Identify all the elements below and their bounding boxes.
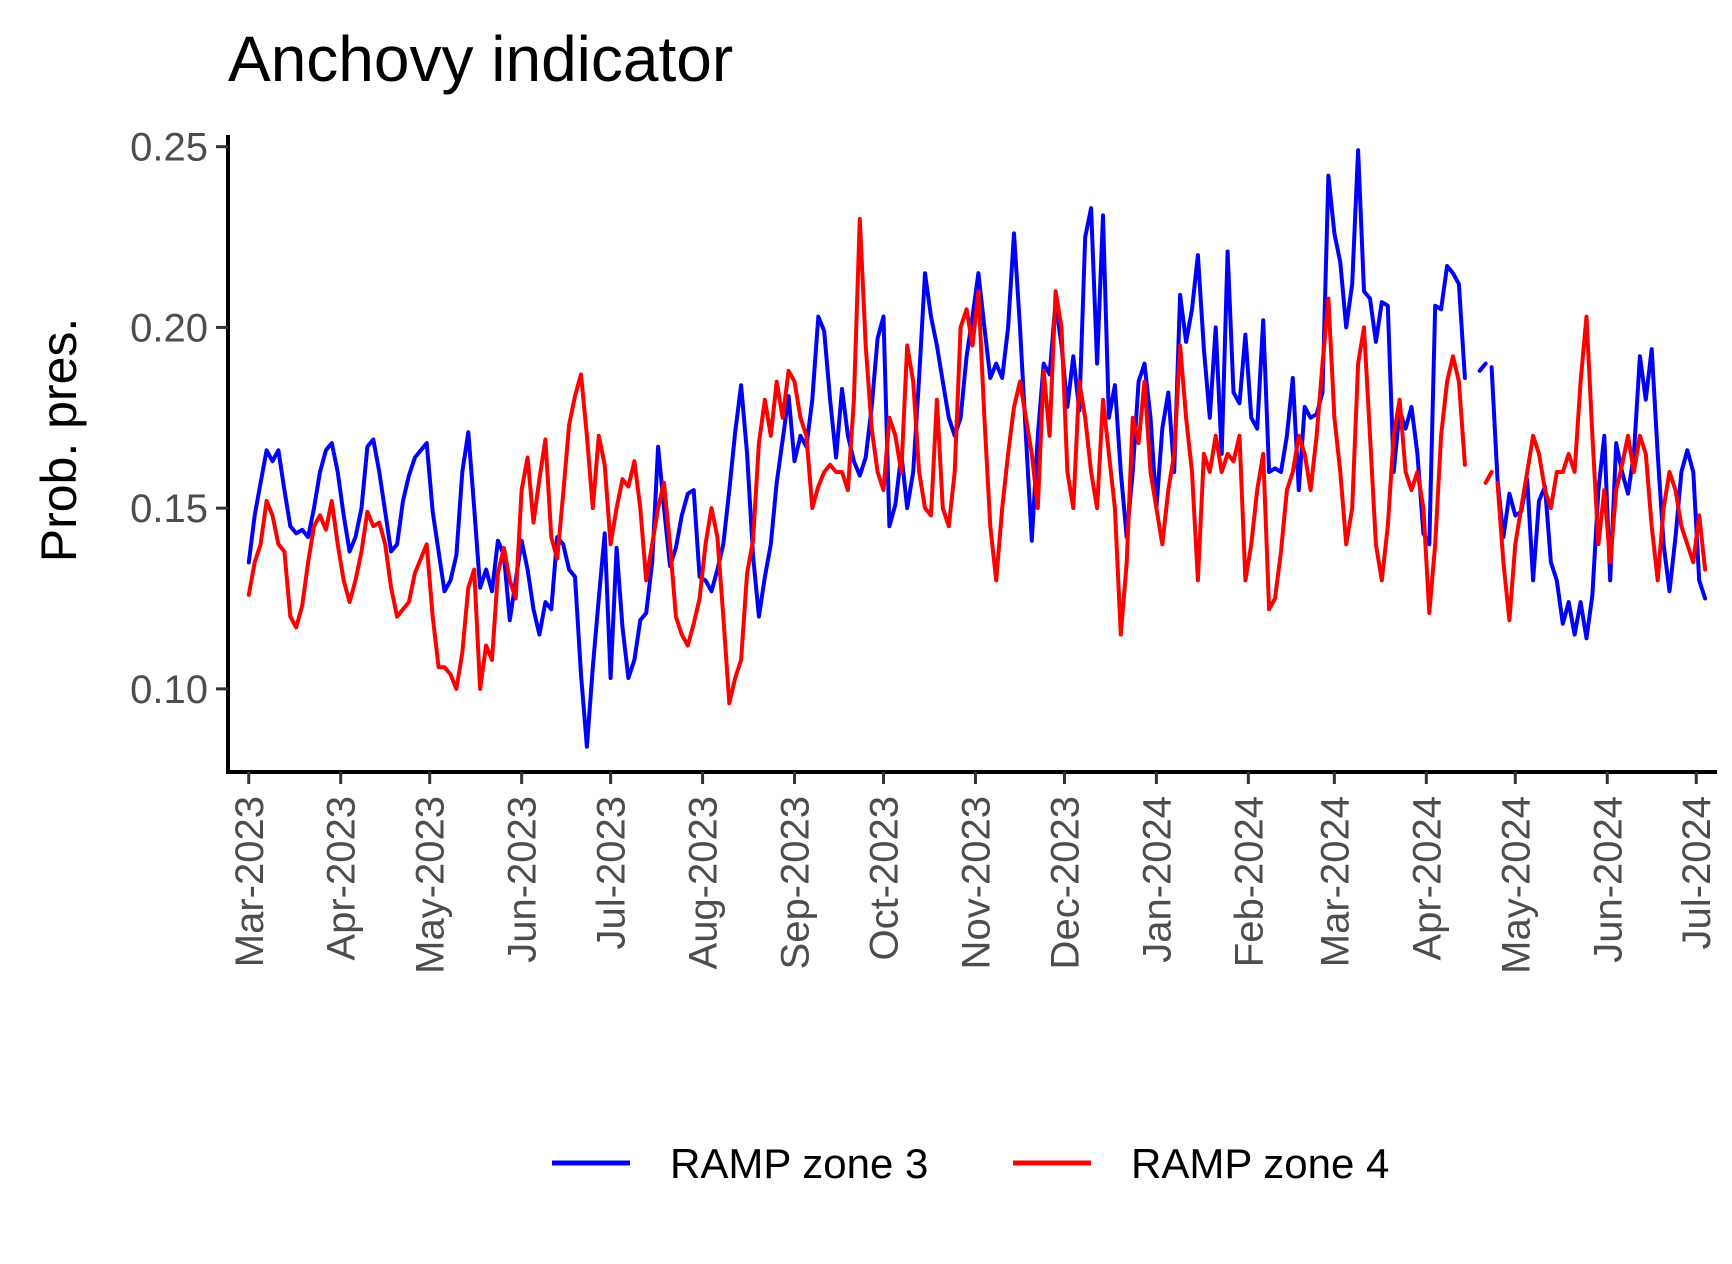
series-line-zone4-segment-3	[1495, 314, 1708, 623]
y-tick-label: 0.15	[130, 487, 208, 531]
series-line-zone4-segment-1	[246, 217, 1467, 706]
y-tick-label: 0.10	[130, 668, 208, 712]
x-tick-label: Sep-2023	[774, 796, 818, 969]
series-line-zone3-segment-2	[1477, 361, 1488, 373]
x-tick-label: Nov-2023	[955, 796, 999, 969]
x-tick-label: Jun-2023	[501, 796, 545, 963]
x-tick-label: Apr-2024	[1405, 796, 1449, 961]
x-tick-label: Jun-2024	[1586, 796, 1630, 963]
x-tick-label: Jul-2024	[1675, 796, 1719, 949]
series-line-zone3-segment-1	[246, 148, 1467, 749]
x-tick-label: Feb-2024	[1227, 796, 1271, 967]
legend: RAMP zone 3 RAMP zone 4	[552, 1140, 1389, 1187]
x-tick-label: Oct-2023	[863, 796, 907, 961]
x-tick-label: Jul-2023	[590, 796, 634, 949]
legend-label-zone4: RAMP zone 4	[1131, 1140, 1389, 1187]
x-tick-label: May-2024	[1494, 796, 1538, 974]
series-line-zone4-segment-2	[1483, 470, 1494, 485]
x-tick-label: Aug-2023	[682, 796, 726, 969]
y-tick-label: 0.25	[130, 126, 208, 170]
y-axis-label: Prob. pres.	[31, 318, 87, 563]
x-tick-label: Dec-2023	[1044, 796, 1088, 969]
legend-label-zone3: RAMP zone 3	[670, 1140, 928, 1187]
chart-title: Anchovy indicator	[228, 23, 733, 95]
x-tick-label: Mar-2024	[1313, 796, 1357, 967]
plot-series	[246, 148, 1708, 749]
y-tick-label: 0.20	[130, 306, 208, 350]
y-axis: 0.10 0.15 0.20 0.25	[130, 126, 230, 774]
x-tick-label: Mar-2023	[228, 796, 272, 967]
x-tick-label: Apr-2023	[320, 796, 364, 961]
x-tick-label: Jan-2024	[1135, 796, 1179, 963]
x-axis: Mar-2023 Apr-2023 May-2023 Jun-2023 Jul-2023…	[226, 770, 1719, 974]
x-tick-label: May-2023	[409, 796, 453, 974]
